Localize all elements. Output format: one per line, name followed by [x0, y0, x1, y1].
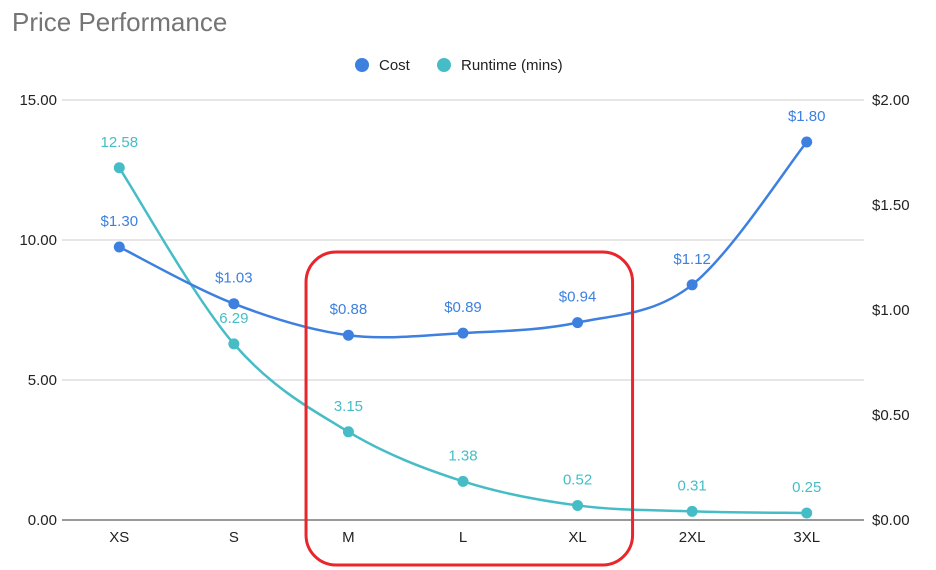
- data-label: $1.12: [673, 251, 711, 268]
- left-tick-label: 5.00: [28, 372, 57, 389]
- data-label: $1.30: [101, 213, 139, 230]
- right-tick-label: $0.50: [872, 407, 910, 424]
- x-tick-label: 2XL: [679, 529, 706, 546]
- data-label: 6.29: [219, 310, 248, 327]
- x-tick-label: S: [229, 529, 239, 546]
- x-tick-label: XL: [568, 529, 586, 546]
- data-point: [113, 241, 125, 253]
- right-tick-label: $2.00: [872, 92, 910, 109]
- data-label: 3.15: [334, 398, 363, 415]
- data-labels: 12.58 6.29 3.15 1.38 0.52 0.31 0.25 $1.30 $1.03 $…: [101, 108, 826, 496]
- data-label: 0.52: [563, 471, 592, 488]
- gridlines: [62, 99, 864, 521]
- data-label: $0.94: [559, 289, 597, 306]
- data-label: $1.03: [215, 270, 253, 287]
- data-label: 12.58: [101, 134, 139, 151]
- data-label: 0.31: [678, 477, 707, 494]
- left-axis: 0.00 5.00 10.00 15.00: [19, 92, 57, 529]
- data-label: 0.25: [792, 479, 821, 496]
- data-point: [342, 329, 354, 341]
- left-tick-label: 15.00: [19, 92, 57, 109]
- data-label: 1.38: [448, 447, 477, 464]
- x-tick-label: L: [459, 529, 467, 546]
- data-label: $0.89: [444, 299, 482, 316]
- data-point: [342, 426, 354, 438]
- legend-item-cost: Cost: [355, 57, 411, 74]
- series-layer: [113, 136, 813, 519]
- legend-marker: [355, 58, 369, 72]
- data-point: [228, 338, 240, 350]
- x-axis: XS S M L XL 2XL 3XL: [109, 529, 820, 546]
- left-tick-label: 0.00: [28, 512, 57, 529]
- data-point: [228, 298, 240, 310]
- legend-marker: [437, 58, 451, 72]
- right-tick-label: $1.00: [872, 302, 910, 319]
- data-point: [801, 507, 813, 519]
- left-tick-label: 10.00: [19, 232, 57, 249]
- right-tick-label: $0.00: [872, 512, 910, 529]
- legend-item-runtime-mins: Runtime (mins): [437, 57, 563, 74]
- highlight-box: [304, 250, 635, 567]
- x-tick-label: XS: [109, 529, 129, 546]
- data-point: [686, 505, 698, 517]
- data-point: [113, 162, 125, 174]
- x-tick-label: 3XL: [793, 529, 820, 546]
- right-axis: $0.00 $0.50 $1.00 $1.50 $2.00: [872, 92, 910, 529]
- data-point: [457, 327, 469, 339]
- x-tick-label: M: [342, 529, 355, 546]
- right-tick-label: $1.50: [872, 197, 910, 214]
- data-point: [457, 475, 469, 487]
- series-cost: [113, 136, 813, 341]
- data-point: [686, 279, 698, 291]
- legend-label: Runtime (mins): [461, 57, 563, 74]
- data-label: $0.88: [330, 301, 368, 318]
- data-point: [801, 136, 813, 148]
- legend: Cost Runtime (mins): [355, 57, 563, 74]
- legend-label: Cost: [379, 57, 411, 74]
- data-point: [572, 499, 584, 511]
- data-label: $1.80: [788, 108, 826, 125]
- series-runtime-mins: [113, 162, 813, 519]
- highlight-layer: [304, 250, 635, 567]
- data-point: [572, 317, 584, 329]
- chart-title: Price Performance: [12, 7, 227, 37]
